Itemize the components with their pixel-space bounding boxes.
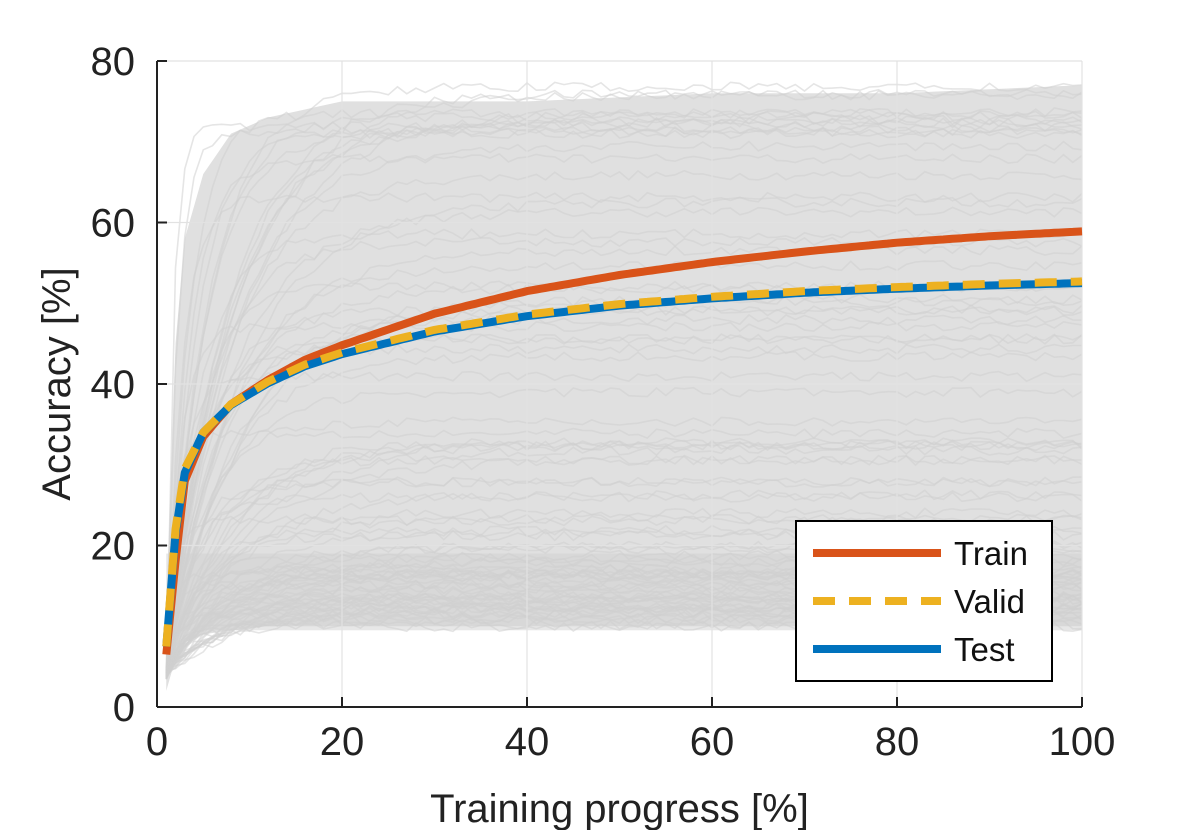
x-tick-label: 40	[505, 720, 550, 764]
background-run-line	[165, 386, 1083, 679]
background-run-line	[165, 107, 1083, 672]
x-tick-label: 0	[146, 720, 168, 764]
background-run-line	[165, 454, 1082, 675]
background-run-line	[165, 244, 1083, 680]
background-run-line	[165, 110, 1083, 678]
background-run-line	[165, 169, 1083, 677]
background-run-line	[165, 513, 1083, 676]
background-run-line	[165, 107, 1083, 673]
legend: Train Valid Test	[795, 520, 1053, 682]
series-lines	[162, 227, 1083, 655]
background-run-line	[165, 350, 1083, 679]
x-tick-label: 20	[320, 720, 365, 764]
legend-box	[795, 520, 1053, 682]
background-run-line	[165, 196, 1083, 675]
background-run-line	[165, 370, 1083, 680]
tick-labels: 0 20 40 60 80 100 0 20 40 60 80	[91, 40, 1116, 764]
background-run-line	[165, 333, 1083, 671]
background-run-line	[165, 128, 1083, 671]
x-tick-label: 60	[690, 720, 735, 764]
legend-label-train: Train	[954, 535, 1028, 572]
x-tick-label: 80	[875, 720, 920, 764]
legend-label-valid: Valid	[954, 583, 1025, 620]
background-run-line	[165, 333, 1083, 673]
background-run-line	[165, 416, 1083, 676]
series-line-train	[162, 227, 1083, 655]
background-run-line	[165, 454, 1083, 678]
background-run-line	[165, 427, 1083, 672]
axes	[156, 60, 1083, 708]
background-run-line	[165, 491, 1083, 674]
y-tick-label: 80	[91, 40, 136, 84]
series-line-valid	[162, 277, 1083, 647]
background-run-line	[165, 259, 1083, 677]
background-run-line	[165, 81, 1083, 678]
background-run-line	[165, 489, 1083, 676]
y-axis-title: Accuracy [%]	[35, 267, 79, 500]
background-run-line	[165, 313, 1083, 677]
background-run-line	[165, 476, 1083, 672]
background-run-line	[165, 89, 1083, 677]
y-tick-label: 60	[91, 202, 136, 246]
background-run-line	[165, 439, 1083, 674]
x-axis-title: Training progress [%]	[430, 787, 809, 830]
legend-label-test: Test	[954, 631, 1015, 668]
background-run-line	[165, 88, 1083, 672]
y-tick-label: 20	[91, 525, 136, 569]
background-run-line	[165, 228, 1083, 678]
x-tick-label: 100	[1049, 720, 1116, 764]
background-run-line	[165, 444, 1083, 672]
background-run-line	[165, 320, 1083, 675]
background-run-line	[165, 305, 1083, 675]
y-tick-label: 0	[113, 686, 135, 730]
y-tick-label: 40	[91, 363, 136, 407]
background-run-line	[165, 507, 1083, 674]
background-run-line	[165, 191, 1083, 679]
background-run-line	[165, 140, 1083, 674]
